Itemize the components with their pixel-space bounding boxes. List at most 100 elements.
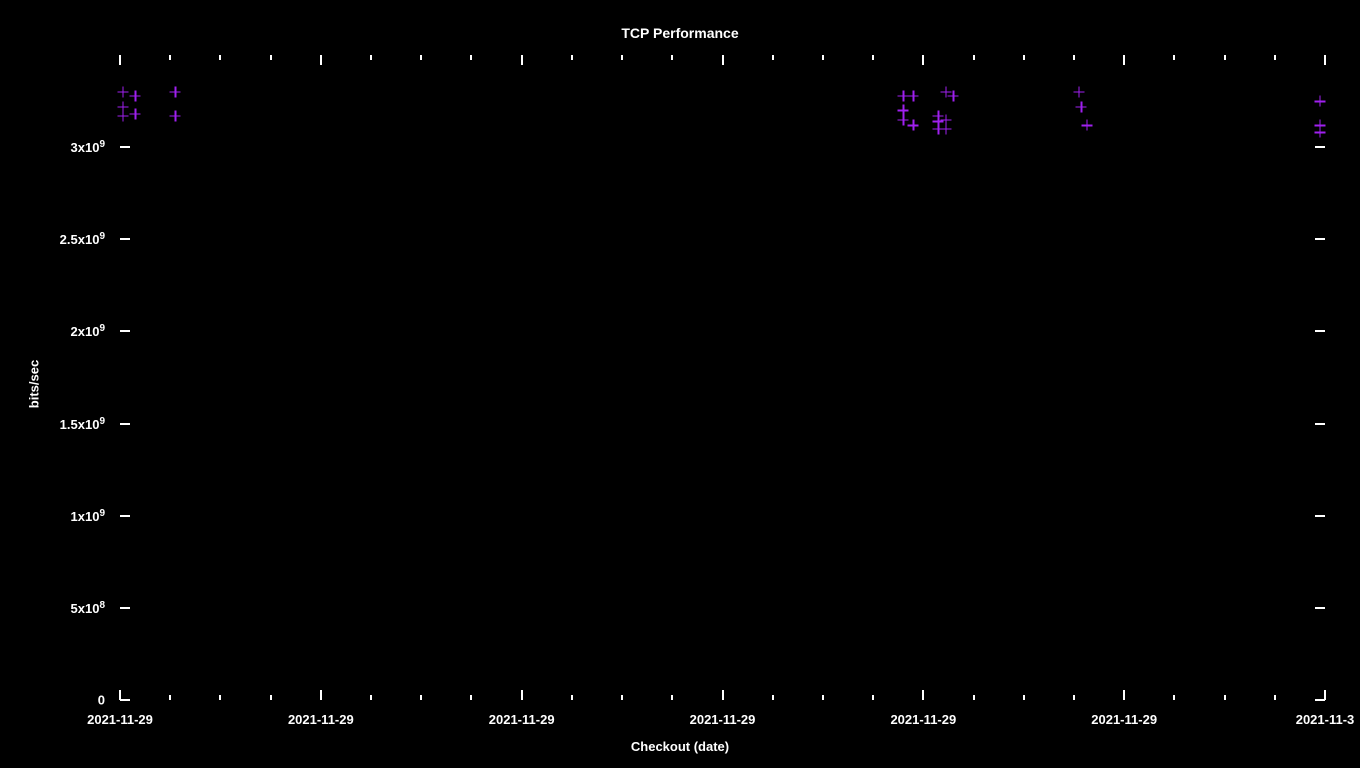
y-tick-label: 3x109 xyxy=(71,139,105,155)
data-point xyxy=(117,110,128,121)
data-point xyxy=(940,123,951,134)
y-tick-mark xyxy=(120,607,130,609)
x-tick-mark xyxy=(1123,690,1125,700)
x-tick-mark xyxy=(621,55,623,60)
data-point xyxy=(933,110,944,121)
chart-container: TCP Performance bits/sec Checkout (date)… xyxy=(0,0,1360,768)
x-tick-mark xyxy=(521,690,523,700)
data-point xyxy=(908,90,919,101)
data-point xyxy=(898,90,909,101)
plot-area xyxy=(120,55,1325,700)
x-tick-mark xyxy=(1274,55,1276,60)
chart-title: TCP Performance xyxy=(621,25,738,41)
y-tick-mark xyxy=(120,423,130,425)
x-tick-mark xyxy=(1173,55,1175,60)
x-tick-mark xyxy=(370,695,372,700)
x-tick-label: 2021-11-29 xyxy=(890,712,956,727)
data-point xyxy=(130,108,141,119)
y-tick-mark xyxy=(120,330,130,332)
x-tick-mark xyxy=(470,695,472,700)
data-point xyxy=(1081,120,1092,131)
x-tick-mark xyxy=(571,695,573,700)
y-tick-mark xyxy=(1315,238,1325,240)
data-point xyxy=(170,86,181,97)
y-tick-labels: 05x1081x1091.5x1092x1092.5x1093x109 xyxy=(0,55,110,700)
y-tick-mark xyxy=(120,238,130,240)
x-tick-mark xyxy=(872,695,874,700)
x-tick-mark xyxy=(621,695,623,700)
y-tick-mark xyxy=(1315,423,1325,425)
data-point xyxy=(1314,120,1325,131)
x-tick-mark xyxy=(922,55,924,65)
x-tick-mark xyxy=(521,55,523,65)
x-tick-mark xyxy=(973,695,975,700)
data-point xyxy=(948,90,959,101)
x-tick-mark xyxy=(872,55,874,60)
data-point xyxy=(940,86,951,97)
x-tick-mark xyxy=(320,690,322,700)
x-axis-label: Checkout (date) xyxy=(631,739,729,754)
x-tick-mark xyxy=(1274,695,1276,700)
data-point xyxy=(898,105,909,116)
x-tick-mark xyxy=(119,690,121,700)
data-point xyxy=(1314,127,1325,138)
x-tick-mark xyxy=(420,55,422,60)
data-point xyxy=(170,110,181,121)
data-point xyxy=(940,114,951,125)
x-tick-label: 2021-11-3 xyxy=(1296,712,1355,727)
x-tick-mark xyxy=(320,55,322,65)
data-point xyxy=(933,123,944,134)
x-tick-labels: 2021-11-29 2021-11-29 2021-11-29 2021-11-29… xyxy=(120,712,1325,732)
x-tick-mark xyxy=(219,695,221,700)
x-tick-label: 2021-11-29 xyxy=(1091,712,1157,727)
data-point xyxy=(117,86,128,97)
y-tick-mark xyxy=(1315,607,1325,609)
y-tick-mark xyxy=(120,699,130,701)
x-tick-mark xyxy=(1073,695,1075,700)
x-tick-mark xyxy=(571,55,573,60)
x-tick-mark xyxy=(1123,55,1125,65)
data-point xyxy=(117,101,128,112)
x-tick-mark xyxy=(722,690,724,700)
x-tick-label: 2021-11-29 xyxy=(288,712,354,727)
x-tick-mark xyxy=(1324,55,1326,65)
y-tick-label: 1.5x109 xyxy=(60,415,105,431)
y-tick-label: 1x109 xyxy=(71,508,105,524)
data-point xyxy=(1073,86,1084,97)
x-tick-mark xyxy=(722,55,724,65)
data-point xyxy=(898,114,909,125)
x-tick-label: 2021-11-29 xyxy=(489,712,555,727)
x-tick-mark xyxy=(1023,695,1025,700)
x-tick-label: 2021-11-29 xyxy=(87,712,153,727)
x-tick-mark xyxy=(822,55,824,60)
x-tick-label: 2021-11-29 xyxy=(690,712,756,727)
x-tick-mark xyxy=(169,55,171,60)
y-tick-mark xyxy=(120,146,130,148)
x-tick-mark xyxy=(671,695,673,700)
x-tick-mark xyxy=(270,695,272,700)
y-tick-mark xyxy=(1315,146,1325,148)
data-point xyxy=(130,90,141,101)
y-tick-mark xyxy=(120,515,130,517)
data-point xyxy=(908,120,919,131)
data-point xyxy=(1314,96,1325,107)
x-tick-mark xyxy=(671,55,673,60)
x-tick-mark xyxy=(822,695,824,700)
y-tick-mark xyxy=(1315,330,1325,332)
x-tick-mark xyxy=(1173,695,1175,700)
x-tick-mark xyxy=(270,55,272,60)
x-tick-mark xyxy=(1324,690,1326,700)
y-tick-mark xyxy=(1315,515,1325,517)
y-tick-label: 2x109 xyxy=(71,323,105,339)
y-tick-label: 2.5x109 xyxy=(60,231,105,247)
x-tick-mark xyxy=(470,55,472,60)
x-tick-mark xyxy=(772,55,774,60)
x-tick-mark xyxy=(219,55,221,60)
x-tick-mark xyxy=(1073,55,1075,60)
x-tick-mark xyxy=(772,695,774,700)
y-tick-label: 5x108 xyxy=(71,600,105,616)
data-point xyxy=(1076,101,1087,112)
x-tick-mark xyxy=(169,695,171,700)
y-tick-label: 0 xyxy=(98,693,105,708)
x-tick-mark xyxy=(1224,55,1226,60)
